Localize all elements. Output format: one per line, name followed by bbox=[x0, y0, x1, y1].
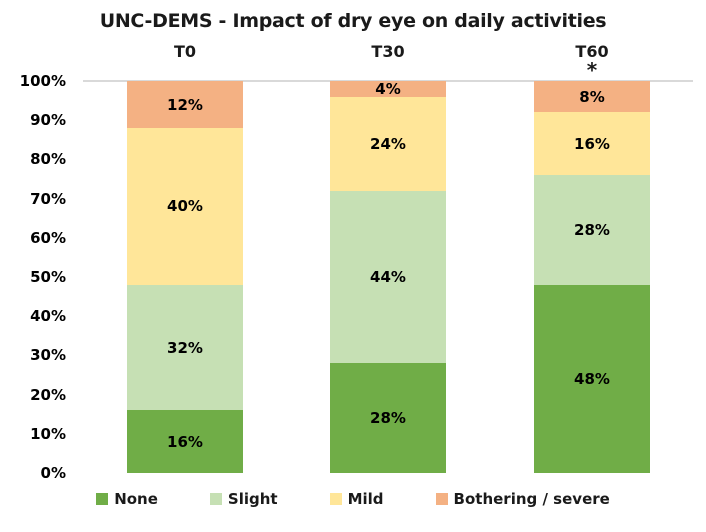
segment-label: 16% bbox=[167, 432, 203, 451]
legend-swatch bbox=[209, 493, 222, 505]
y-axis-tick: 10% bbox=[30, 424, 66, 443]
legend-swatch bbox=[96, 493, 109, 505]
bar-segment: 28% bbox=[534, 175, 650, 285]
bar-segment: 40% bbox=[127, 128, 243, 285]
legend-label: Slight bbox=[227, 490, 278, 508]
y-axis-tick: 60% bbox=[30, 228, 66, 247]
y-axis-tick: 0% bbox=[40, 464, 66, 482]
legend-swatch bbox=[329, 493, 342, 505]
bar-segment: 48% bbox=[534, 284, 650, 473]
segment-label: 16% bbox=[574, 134, 610, 153]
bar-segment: 16% bbox=[534, 112, 650, 176]
legend-label: Mild bbox=[347, 490, 384, 508]
segment-label: 28% bbox=[370, 409, 406, 428]
chart-title: UNC-DEMS - Impact of dry eye on daily ac… bbox=[99, 10, 607, 32]
segment-label: 48% bbox=[574, 369, 610, 388]
column-annotation: * bbox=[586, 58, 598, 82]
legend-item: None bbox=[96, 490, 158, 508]
bar-segment: 16% bbox=[127, 410, 243, 473]
legend-item: Mild bbox=[329, 490, 384, 508]
segment-label: 4% bbox=[375, 79, 401, 98]
column-header: T0 bbox=[173, 42, 197, 61]
legend: None Slight Mild Bothering / severe bbox=[0, 490, 706, 508]
legend-label: None bbox=[114, 490, 158, 508]
column-header: T30 bbox=[371, 42, 405, 61]
legend-item: Slight bbox=[209, 490, 278, 508]
segment-label: 28% bbox=[574, 220, 610, 239]
y-axis-tick: 50% bbox=[30, 268, 66, 286]
bar-segment: 4% bbox=[330, 81, 446, 97]
bar-segment: 8% bbox=[534, 81, 650, 113]
bar-segment: 24% bbox=[330, 96, 446, 191]
segment-label: 32% bbox=[167, 338, 203, 357]
y-axis-tick: 30% bbox=[30, 346, 66, 365]
y-axis-tick: 40% bbox=[30, 307, 66, 326]
bar-segment: 32% bbox=[127, 284, 243, 411]
y-axis-tick: 70% bbox=[30, 189, 66, 208]
bar-segment: 12% bbox=[127, 81, 243, 129]
legend-swatch bbox=[435, 493, 448, 505]
segment-label: 24% bbox=[370, 134, 406, 153]
legend-item: Bothering / severe bbox=[435, 490, 610, 508]
bar-segment: 28% bbox=[330, 363, 446, 473]
segment-label: 40% bbox=[167, 197, 203, 216]
segment-label: 8% bbox=[579, 87, 605, 106]
y-axis-tick: 80% bbox=[30, 150, 66, 169]
y-axis-tick: 100% bbox=[19, 72, 66, 90]
y-axis-tick: 20% bbox=[30, 385, 66, 404]
column-header: T60 bbox=[575, 42, 609, 61]
legend-label: Bothering / severe bbox=[453, 490, 610, 508]
segment-label: 44% bbox=[370, 267, 406, 286]
y-axis-tick: 90% bbox=[30, 111, 66, 130]
bar-segment: 44% bbox=[330, 190, 446, 364]
segment-label: 12% bbox=[167, 95, 203, 114]
